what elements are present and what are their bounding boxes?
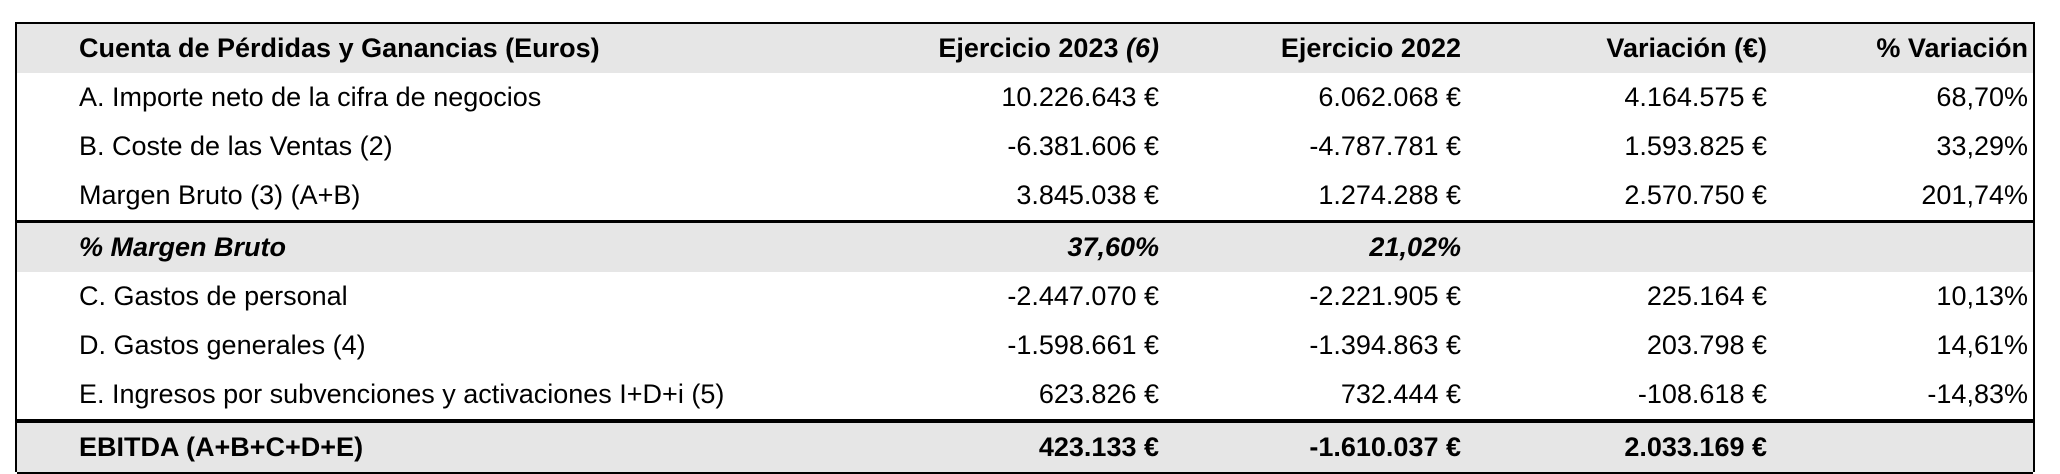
total-divider (17, 419, 2033, 423)
value-variation-eur: 1.593.825 € (1624, 131, 1767, 161)
value-2022: 732.444 € (1340, 379, 1461, 409)
value-2022: -1.610.037 € (1309, 432, 1461, 462)
header-variation-pct: % Variación (1876, 33, 2028, 63)
header-year-2023: Ejercicio 2023 (6) (938, 33, 1159, 63)
row-label: A. Importe neto de la cifra de negocios (79, 82, 542, 112)
row-label: C. Gastos de personal (79, 281, 348, 311)
value-2023: 37,60% (1067, 232, 1159, 262)
row-label: B. Coste de las Ventas (2) (79, 131, 393, 161)
header-account: Cuenta de Pérdidas y Ganancias (Euros) (79, 33, 600, 63)
table-row: E. Ingresos por subvenciones y activacio… (17, 370, 2033, 419)
value-2023: -6.381.606 € (1007, 131, 1159, 161)
value-variation-pct: 10,13% (1936, 281, 2028, 311)
row-label: Margen Bruto (3) (A+B) (79, 180, 361, 210)
section-divider (17, 220, 2033, 223)
value-2023: 3.845.038 € (1016, 180, 1159, 210)
value-2022: -1.394.863 € (1309, 330, 1461, 360)
table-row: A. Importe neto de la cifra de negocios … (17, 73, 2033, 122)
value-2022: 6.062.068 € (1318, 82, 1461, 112)
value-2023: -1.598.661 € (1007, 330, 1159, 360)
table-row-ebitda: EBITDA (A+B+C+D+E) 423.133 € -1.610.037 … (17, 423, 2033, 472)
row-label: E. Ingresos por subvenciones y activacio… (79, 379, 725, 409)
table-row: B. Coste de las Ventas (2) -6.381.606 € … (17, 122, 2033, 171)
value-variation-pct: 201,74% (1921, 180, 2028, 210)
value-variation-pct: 68,70% (1936, 82, 2028, 112)
header-note-2023: (6) (1126, 33, 1159, 63)
header-year-2022: Ejercicio 2022 (1280, 33, 1461, 63)
row-label: EBITDA (A+B+C+D+E) (79, 432, 364, 462)
value-variation-eur: 4.164.575 € (1624, 82, 1767, 112)
table-row: Margen Bruto (3) (A+B) 3.845.038 € 1.274… (17, 171, 2033, 220)
table-row-gross-margin-pct: % Margen Bruto 37,60% 21,02% (17, 223, 2033, 272)
row-label: % Margen Bruto (79, 232, 287, 262)
table-row: C. Gastos de personal -2.447.070 € -2.22… (17, 272, 2033, 321)
value-variation-eur: -108.618 € (1637, 379, 1767, 409)
value-variation-pct: -14,83% (1927, 379, 2028, 409)
value-2023: 623.826 € (1038, 379, 1159, 409)
value-2023: -2.447.070 € (1007, 281, 1159, 311)
value-2022: -2.221.905 € (1309, 281, 1461, 311)
value-variation-pct: 14,61% (1936, 330, 2028, 360)
value-variation-pct: 33,29% (1936, 131, 2028, 161)
value-variation-eur: 225.164 € (1646, 281, 1767, 311)
value-2022: 21,02% (1369, 232, 1461, 262)
value-2023: 423.133 € (1038, 432, 1159, 462)
table-row: D. Gastos generales (4) -1.598.661 € -1.… (17, 321, 2033, 370)
value-variation-eur: 203.798 € (1646, 330, 1767, 360)
value-variation-eur: 2.570.750 € (1624, 180, 1767, 210)
value-2023: 10.226.643 € (1001, 82, 1159, 112)
header-variation-eur: Variación (€) (1606, 33, 1767, 63)
value-variation-eur: 2.033.169 € (1624, 432, 1767, 462)
value-2022: 1.274.288 € (1318, 180, 1461, 210)
row-label: D. Gastos generales (4) (79, 330, 366, 360)
financial-table: Cuenta de Pérdidas y Ganancias (Euros) E… (15, 22, 2035, 474)
table-header-row: Cuenta de Pérdidas y Ganancias (Euros) E… (17, 24, 2033, 73)
value-2022: -4.787.781 € (1309, 131, 1461, 161)
